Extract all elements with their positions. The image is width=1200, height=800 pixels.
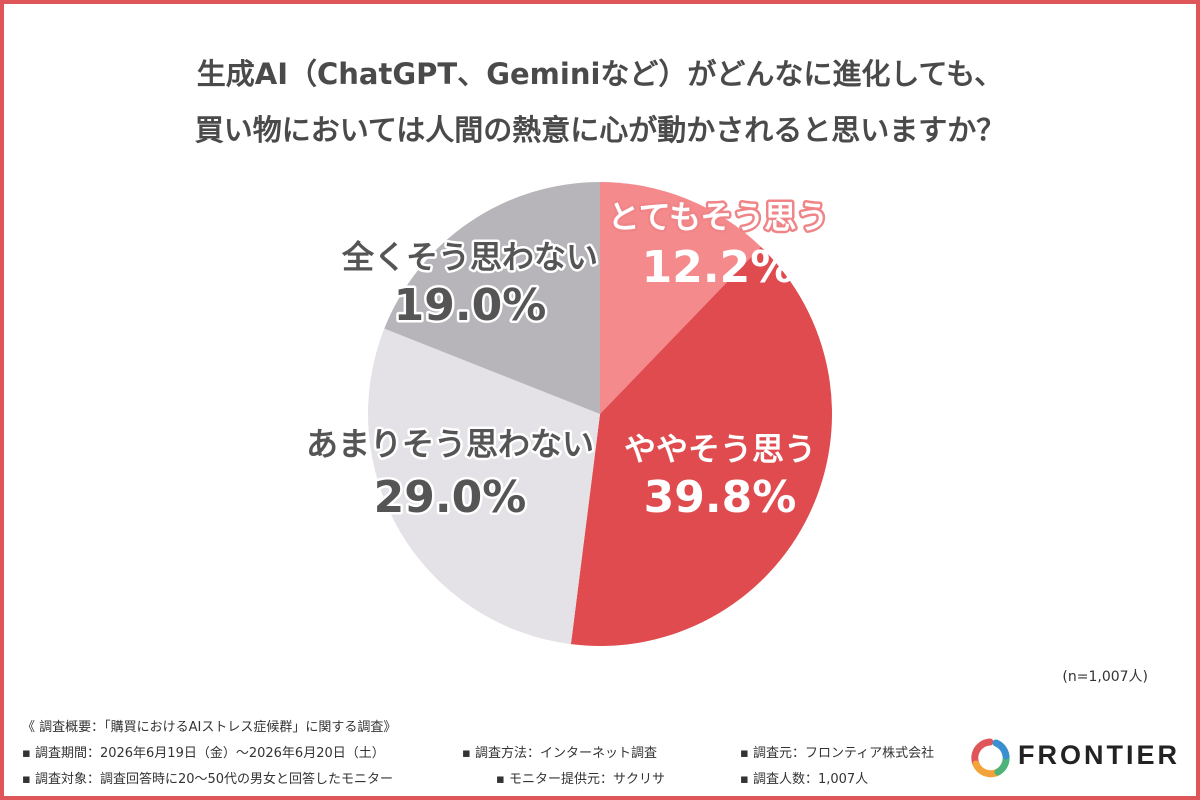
slice-label-1: とてもそう思う (608, 198, 829, 236)
survey-source: ▪ 調査元：フロンティア株式会社 (740, 746, 935, 761)
slice-label-4: 全くそう思わない (341, 238, 598, 276)
frontier-logo: FRONTIER (970, 738, 1190, 778)
survey-summary: 《 調査概要：「購買におけるAIストレス症候群」に関する調査》 (22, 720, 397, 735)
slice-label-3: あまりそう思わない (306, 425, 594, 463)
survey-count: ▪ 調査人数：1,007人 (740, 772, 869, 787)
title-line-1: 生成AI（ChatGPT、Geminiなど）がどんなに進化しても、 (196, 57, 1004, 91)
pie-slice-3 (368, 328, 600, 645)
pie-slice-1 (600, 182, 761, 414)
slice-value-2: 39.8% (644, 472, 797, 523)
pie-slice-4 (384, 182, 600, 414)
chart-title: 生成AI（ChatGPT、Geminiなど）がどんなに進化しても、 買い物におい… (0, 46, 1200, 158)
pie-slice-2 (570, 246, 832, 646)
title-line-2: 買い物においては人間の熱意に心が動かされると思いますか？ (194, 113, 1006, 147)
slice-value-3: 29.0% (374, 472, 527, 523)
sample-size-note: (n=1,007人) (1062, 669, 1148, 685)
frontier-logo-text: FRONTIER (1018, 740, 1180, 770)
slice-value-4: 19.0% (394, 280, 547, 331)
survey-method: ▪ 調査方法：インターネット調査 (462, 746, 657, 761)
survey-provider: ▪ モニター提供元：サクリサ (496, 772, 665, 787)
slice-label-2: ややそう思う (624, 430, 816, 468)
survey-target: ▪ 調査対象：調査回答時に20〜50代の男女と回答したモニター (22, 772, 394, 787)
slice-value-1: 12.2% (642, 242, 795, 293)
frontier-logo-icon (971, 738, 1010, 778)
survey-period: ▪ 調査期間：2026年6月19日（金）〜2026年6月20日（土） (22, 746, 385, 761)
